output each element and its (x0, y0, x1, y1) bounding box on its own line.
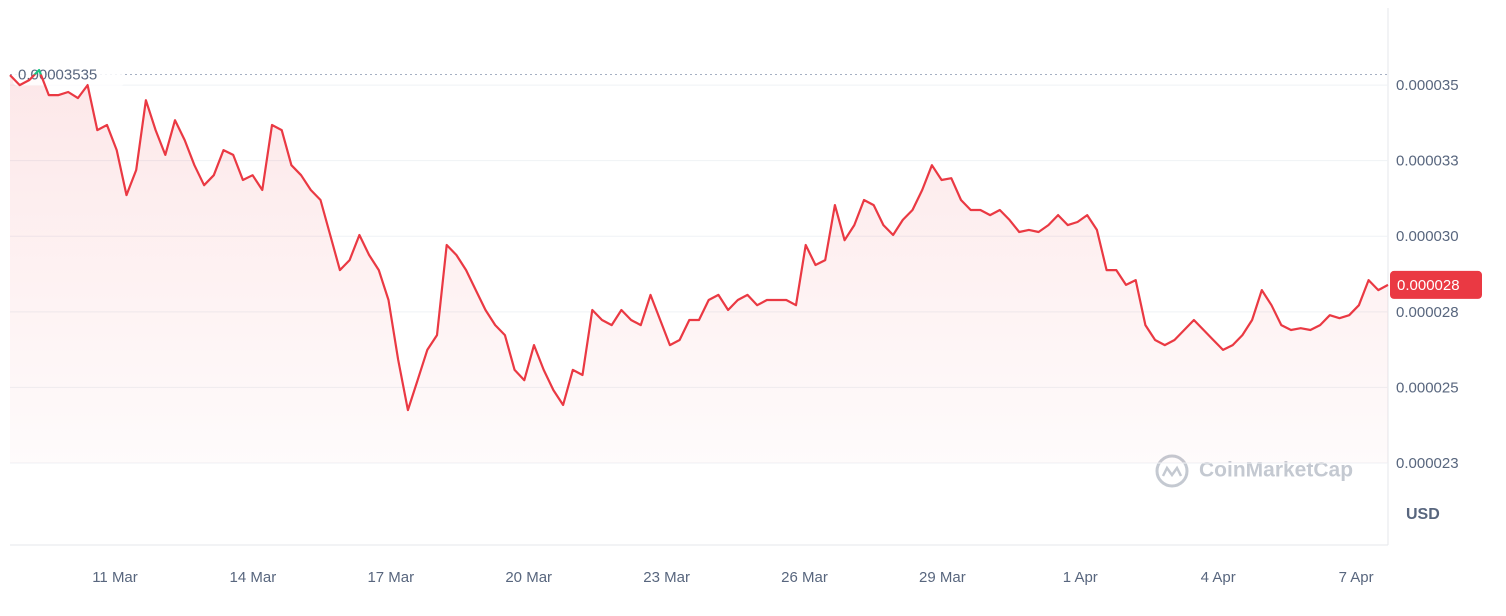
x-tick-label: 7 Apr (1339, 569, 1374, 586)
x-tick-label: 26 Mar (781, 569, 828, 586)
price-area (10, 70, 1388, 463)
current-price-tag (1390, 270, 1482, 299)
watermark-text: CoinMarketCap (1199, 459, 1353, 482)
y-tick-label: 0.000035 (1396, 77, 1459, 94)
y-tick-label: 0.000030 (1396, 228, 1459, 245)
currency-label: USD (1406, 506, 1440, 523)
x-tick-label: 11 Mar (92, 569, 138, 586)
x-tick-label: 4 Apr (1201, 569, 1236, 586)
y-tick-label: 0.000028 (1396, 304, 1459, 321)
y-tick-label: 0.000033 (1396, 153, 1459, 170)
y-tick-label: 0.000025 (1396, 379, 1459, 396)
current-price-label: 0.000028 (1397, 277, 1460, 294)
y-tick-label: 0.000023 (1396, 455, 1459, 472)
x-tick-label: 29 Mar (919, 569, 966, 586)
x-tick-label: 17 Mar (367, 569, 414, 586)
x-tick-label: 20 Mar (505, 569, 552, 586)
open-price-badge (13, 63, 125, 86)
x-tick-label: 14 Mar (230, 569, 277, 586)
price-line (9, 74, 1389, 412)
x-tick-label: 23 Mar (643, 569, 690, 586)
x-tick-label: 1 Apr (1063, 569, 1098, 586)
watermark: CoinMarketCap (1155, 454, 1353, 488)
